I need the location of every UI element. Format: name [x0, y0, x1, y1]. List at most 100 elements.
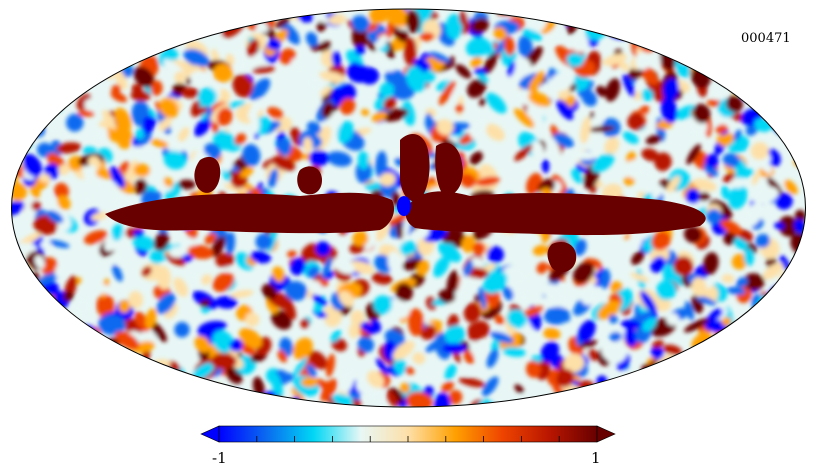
sky-blob: [790, 325, 802, 344]
sky-blob: [242, 144, 261, 167]
map-outline: [11, 8, 806, 408]
sky-blob: [321, 256, 333, 280]
sky-blob: [319, 71, 346, 83]
sky-blob: [433, 256, 450, 278]
sky-blob: [332, 257, 355, 275]
sky-blob: [748, 54, 767, 66]
sky-blob: [110, 91, 127, 103]
galactic-band-region: [297, 166, 322, 195]
sky-blob: [169, 9, 186, 23]
sky-blob: [595, 85, 608, 97]
sky-blob: [574, 239, 587, 257]
sky-blob: [482, 52, 498, 75]
sky-blob: [105, 373, 121, 391]
sky-blob: [280, 22, 300, 45]
sky-blob: [277, 350, 288, 363]
sky-blob: [483, 270, 508, 294]
sky-blob: [328, 14, 347, 25]
sky-blob: [656, 24, 670, 42]
sky-blob: [60, 394, 79, 407]
sky-blob: [62, 78, 75, 96]
sky-blob: [577, 319, 596, 343]
sky-blob: [663, 373, 685, 393]
sky-blob: [396, 220, 404, 240]
sky-blob: [284, 281, 308, 301]
sky-blob: [486, 92, 507, 114]
sky-blob: [267, 38, 281, 51]
sky-blob: [736, 277, 748, 288]
sky-blob: [223, 183, 249, 194]
sky-blob: [766, 79, 784, 92]
sky-blob: [476, 176, 500, 187]
sky-blob: [90, 212, 108, 221]
sky-blob: [261, 283, 277, 300]
sky-blob: [767, 394, 785, 407]
galactic-band-region: [400, 134, 430, 202]
sky-blob: [706, 384, 724, 402]
sky-blob: [630, 272, 649, 283]
sky-blob: [309, 149, 329, 167]
sky-blob: [385, 9, 410, 28]
sky-blob: [257, 400, 269, 407]
sky-blob: [145, 308, 157, 329]
sky-blob: [133, 66, 155, 88]
sky-blob: [282, 296, 297, 320]
sky-blob: [231, 48, 247, 73]
sky-blob: [683, 225, 702, 244]
sky-blob: [18, 315, 37, 340]
sky-blob: [82, 165, 98, 181]
sky-blob: [783, 86, 797, 105]
sky-blob: [133, 392, 162, 404]
sky-blob: [442, 343, 467, 354]
sky-blob: [605, 343, 628, 364]
sky-blob: [686, 376, 698, 394]
sky-blob: [504, 36, 515, 56]
sky-blob: [446, 270, 459, 298]
sky-blob: [102, 109, 116, 130]
sky-blob: [11, 277, 26, 287]
sky-blob: [755, 233, 771, 248]
sky-blob: [140, 390, 154, 407]
sky-blob: [745, 201, 764, 227]
sky-blob: [712, 87, 726, 101]
sky-blob: [545, 29, 563, 43]
sky-blob: [553, 133, 574, 148]
sky-blob: [115, 364, 124, 390]
sky-blob: [782, 56, 793, 67]
sky-blob: [438, 81, 456, 106]
sky-blob: [11, 244, 18, 255]
sky-blob: [111, 370, 127, 390]
sky-blob: [275, 16, 291, 29]
sky-blob: [22, 81, 44, 103]
sky-blob: [95, 168, 114, 179]
sky-blob: [542, 283, 563, 301]
sky-blob: [18, 231, 43, 247]
sky-blob: [650, 256, 666, 273]
sky-blob: [502, 346, 526, 357]
sky-blob: [783, 86, 796, 99]
sky-blob: [141, 266, 152, 277]
sky-blob: [641, 148, 659, 162]
sky-blob: [52, 311, 69, 327]
sky-blob: [662, 264, 678, 285]
sky-blob: [89, 20, 103, 29]
sky-blob: [229, 338, 243, 352]
sky-blob: [784, 179, 798, 195]
sky-blob: [485, 123, 505, 141]
sky-blob: [111, 223, 124, 241]
sky-blob: [205, 13, 218, 29]
sky-blob: [790, 357, 806, 366]
sky-blob: [581, 89, 597, 107]
sky-blob: [566, 52, 584, 67]
sky-blob: [455, 103, 464, 114]
sky-blob: [633, 9, 656, 24]
sky-blob: [114, 385, 139, 401]
sky-blob: [628, 13, 646, 36]
sky-blob: [600, 268, 611, 289]
sky-blob: [374, 224, 389, 242]
sky-blob: [178, 179, 196, 190]
sky-blob: [572, 261, 595, 284]
sky-blob: [733, 238, 748, 250]
sky-blob: [403, 37, 417, 66]
sky-blob: [11, 392, 22, 406]
